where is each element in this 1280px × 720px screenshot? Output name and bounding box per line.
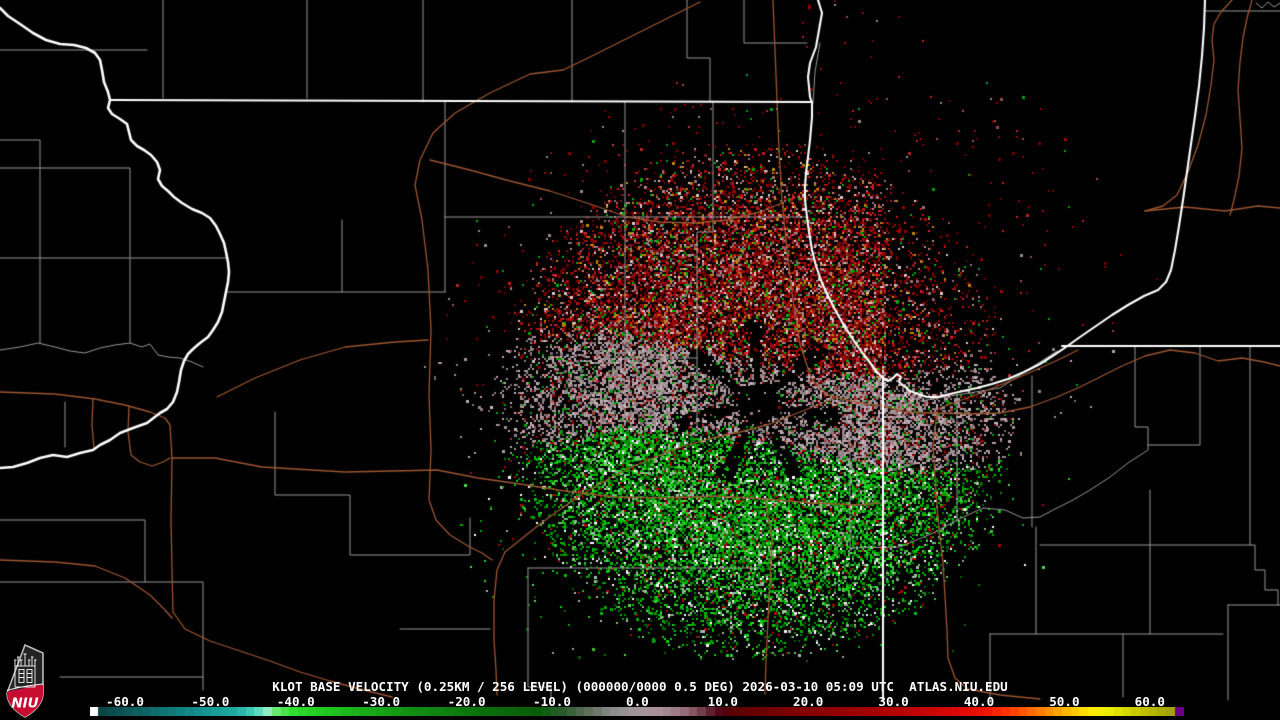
niu-logo: NIU	[6, 643, 44, 718]
colorbar-label: 60.0	[1134, 694, 1165, 709]
product-caption: KLOT BASE VELOCITY (0.25KM / 256 LEVEL) …	[272, 679, 1008, 694]
colorbar-label: -60.0	[106, 694, 144, 709]
colorbar-label: 50.0	[1049, 694, 1080, 709]
colorbar-label: -50.0	[191, 694, 230, 709]
niu-shield-band-edge	[6, 683, 44, 692]
colorbar-label: 30.0	[878, 694, 909, 709]
colorbar-label: -20.0	[447, 694, 486, 709]
niu-shield-red-band	[7, 685, 43, 717]
colorbar-labels: -60.0 -50.0 -40.0 -30.0 -20.0 -10.0 0.0 10.0 20.…	[0, 694, 1280, 709]
colorbar-label: 20.0	[793, 694, 824, 709]
colorbar-label: -40.0	[276, 694, 315, 709]
colorbar-strip	[90, 707, 1184, 716]
niu-logo-text: NIU	[11, 696, 38, 712]
castle-icon	[14, 653, 37, 688]
colorbar-label: 40.0	[963, 694, 995, 709]
colorbar-label: -10.0	[533, 694, 571, 709]
colorbar-label: 10.0	[707, 694, 738, 709]
colorbar-label: -30.0	[362, 694, 401, 709]
colorbar-label: 0.0	[626, 694, 649, 709]
